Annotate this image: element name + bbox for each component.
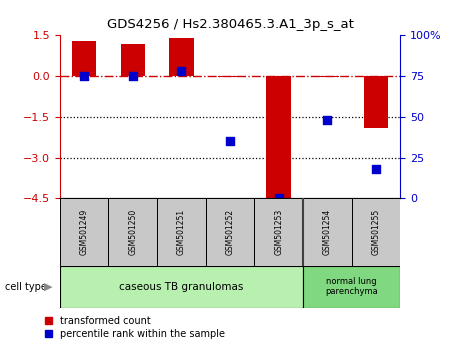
Bar	[314, 76, 339, 78]
Text: GSM501251: GSM501251	[177, 209, 185, 255]
Bar	[60, 198, 108, 266]
Bar	[218, 76, 241, 78]
Text: GSM501255: GSM501255	[370, 209, 380, 255]
Point	[177, 68, 185, 74]
Point	[129, 73, 136, 79]
Bar	[254, 198, 302, 266]
Text: GSM501249: GSM501249	[79, 209, 89, 255]
Point	[80, 73, 88, 79]
Bar	[351, 198, 399, 266]
Point	[226, 138, 233, 144]
Text: GSM501252: GSM501252	[225, 209, 234, 255]
Bar	[205, 198, 254, 266]
Title: GDS4256 / Hs2.380465.3.A1_3p_s_at: GDS4256 / Hs2.380465.3.A1_3p_s_at	[106, 18, 353, 32]
Bar	[60, 266, 302, 308]
Text: caseous TB granulomas: caseous TB granulomas	[119, 282, 243, 292]
Bar	[108, 198, 157, 266]
Bar	[302, 266, 399, 308]
Text: cell type: cell type	[5, 282, 46, 292]
Bar	[72, 41, 96, 76]
Legend: transformed count, percentile rank within the sample: transformed count, percentile rank withi…	[42, 313, 228, 342]
Bar	[363, 76, 387, 128]
Bar	[120, 44, 145, 76]
Point	[371, 166, 379, 172]
Text: GSM501254: GSM501254	[322, 209, 331, 255]
Bar	[302, 198, 351, 266]
Bar	[266, 76, 290, 198]
Text: normal lung
parenchyma: normal lung parenchyma	[325, 277, 377, 296]
Bar	[157, 198, 205, 266]
Text: GSM501250: GSM501250	[128, 209, 137, 255]
Text: ▶: ▶	[44, 282, 52, 292]
Bar	[169, 38, 193, 76]
Text: GSM501253: GSM501253	[274, 209, 282, 255]
Point	[323, 117, 330, 123]
Point	[274, 195, 282, 201]
